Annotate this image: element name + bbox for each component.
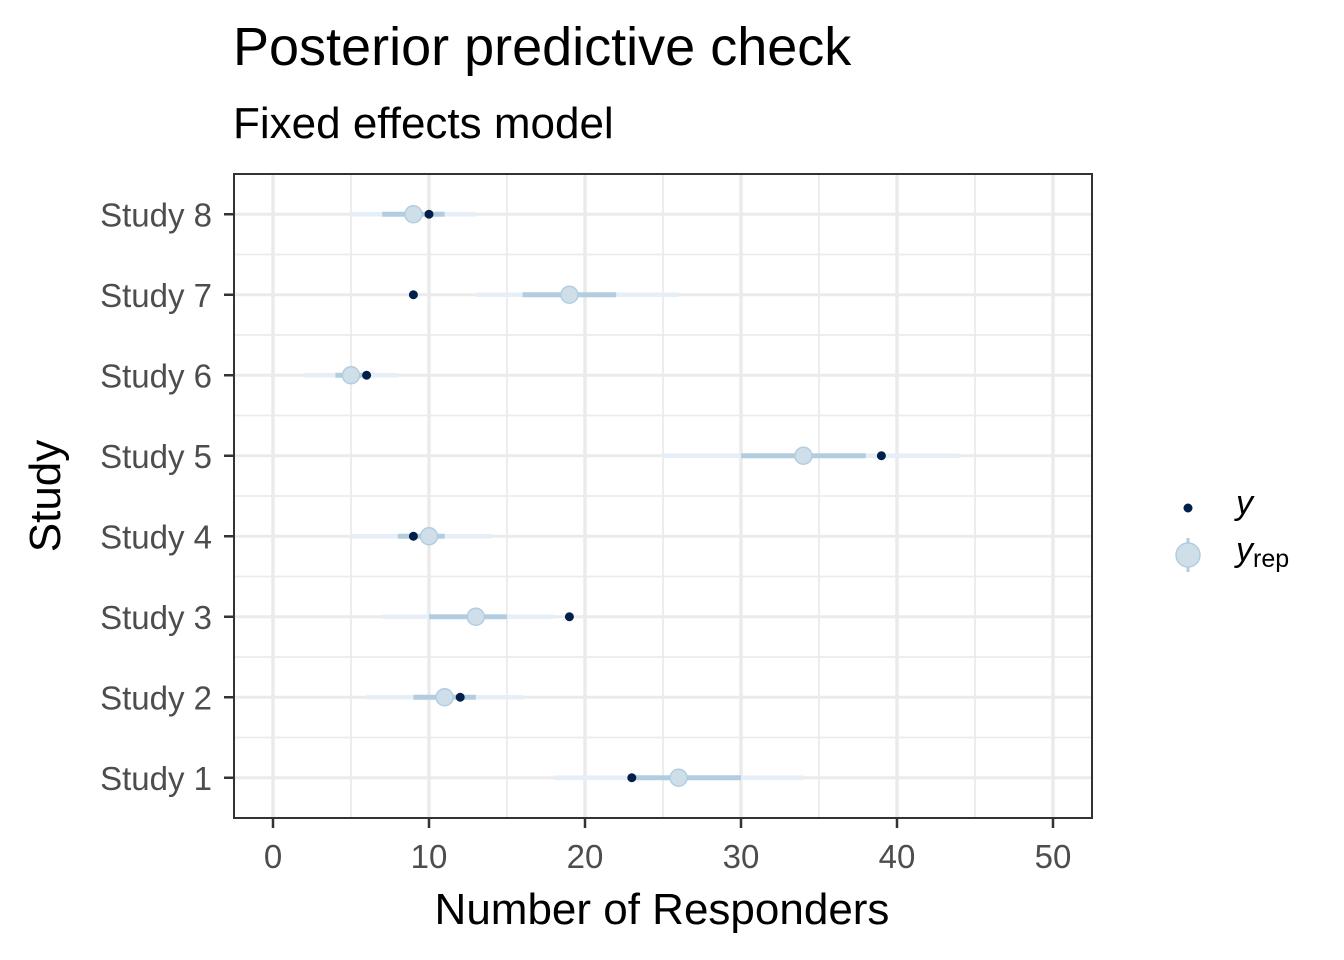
y-observed-point: [627, 773, 637, 783]
yrep-points: [341, 205, 813, 787]
y-tick-label: Study 6: [100, 357, 212, 394]
x-tick-label: 40: [879, 838, 916, 875]
y-observed-point: [362, 370, 372, 380]
y-tick-label: Study 1: [100, 760, 212, 797]
x-tick-label: 20: [567, 838, 604, 875]
legend: y yrep: [1175, 484, 1289, 573]
yrep-median-point: [669, 768, 688, 787]
y-tick-label: Study 4: [100, 518, 212, 555]
y-observed-point: [424, 209, 434, 219]
panel-border: [233, 173, 1093, 819]
y-points: [362, 209, 886, 783]
legend-yrep-label: yrep: [1234, 531, 1289, 573]
chart-subtitle: Fixed effects model: [233, 99, 614, 148]
x-axis-title: Number of Responders: [435, 885, 890, 934]
yrep-median-point: [794, 446, 813, 465]
legend-yrep-subscript: rep: [1253, 545, 1289, 573]
y-observed-point: [876, 451, 886, 461]
x-tick-label: 10: [411, 838, 448, 875]
yrep-median-point: [435, 688, 454, 707]
y-observed-point: [408, 290, 418, 300]
y-observed-point: [408, 531, 418, 541]
y-tick-label: Study 5: [100, 438, 212, 475]
yrep-median-point: [560, 285, 579, 304]
y-tick-label: Study 2: [100, 679, 212, 716]
y-observed-point: [455, 692, 465, 702]
minor-gridlines: [234, 174, 1092, 818]
y-tick-label: Study 3: [100, 599, 212, 636]
legend-yrep-key: [1175, 542, 1201, 568]
legend-y-key: [1183, 503, 1193, 513]
y-tick-label: Study 7: [100, 277, 212, 314]
yrep-median-point: [419, 527, 439, 546]
legend-y-label: y: [1234, 484, 1255, 522]
yrep-median-point: [466, 607, 486, 626]
y-tick-label: Study 8: [100, 196, 212, 233]
x-tick-label: 50: [1035, 838, 1072, 875]
yrep-median-point: [404, 205, 423, 224]
x-tick-label: 0: [264, 838, 282, 875]
x-tick-label: 30: [723, 838, 760, 875]
yrep-median-point: [341, 366, 361, 385]
y-axis-title: Study: [21, 440, 70, 553]
chart-title: Posterior predictive check: [233, 17, 852, 77]
y-observed-point: [564, 612, 574, 622]
legend-yrep-main: y: [1234, 531, 1255, 569]
x-axis: 0 10 20 30 40 50: [264, 818, 1072, 875]
y-axis: Study 1 Study 2 Study 3 Study 4 Study 5 Study…: [100, 196, 234, 797]
